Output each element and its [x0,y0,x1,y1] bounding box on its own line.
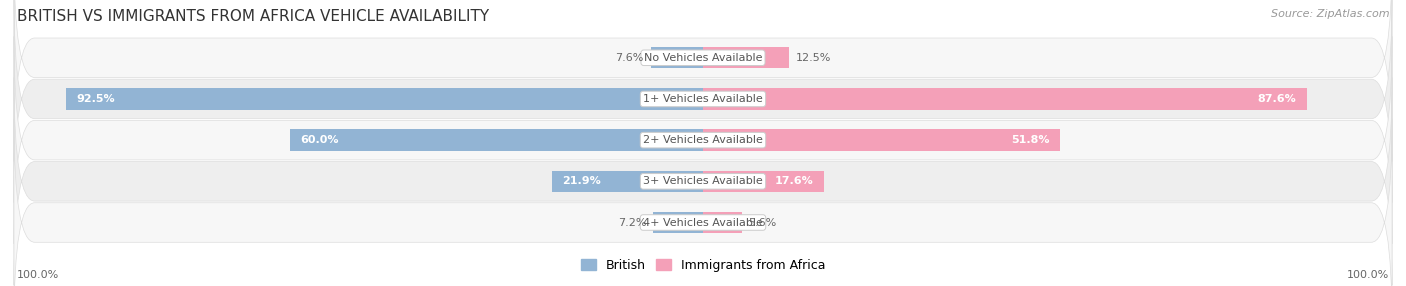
Legend: British, Immigrants from Africa: British, Immigrants from Africa [575,254,831,277]
FancyBboxPatch shape [14,78,1392,285]
Text: BRITISH VS IMMIGRANTS FROM AFRICA VEHICLE AVAILABILITY: BRITISH VS IMMIGRANTS FROM AFRICA VEHICL… [17,9,489,23]
Text: 100.0%: 100.0% [17,270,59,280]
Text: 4+ Vehicles Available: 4+ Vehicles Available [643,218,763,227]
Text: 1+ Vehicles Available: 1+ Vehicles Available [643,94,763,104]
Text: Source: ZipAtlas.com: Source: ZipAtlas.com [1271,9,1389,19]
Text: 21.9%: 21.9% [562,176,602,186]
Bar [703,212,741,233]
FancyBboxPatch shape [14,36,1392,244]
Bar [654,212,703,233]
Bar [703,171,824,192]
Bar [703,47,789,68]
Text: 100.0%: 100.0% [1347,270,1389,280]
Bar [66,88,703,110]
Bar [703,88,1306,110]
Text: 17.6%: 17.6% [775,176,814,186]
Text: 7.6%: 7.6% [616,53,644,63]
Text: 60.0%: 60.0% [299,135,339,145]
Text: 92.5%: 92.5% [76,94,115,104]
Bar [651,47,703,68]
Bar [703,130,1060,151]
FancyBboxPatch shape [14,0,1392,203]
Text: No Vehicles Available: No Vehicles Available [644,53,762,63]
Text: 7.2%: 7.2% [619,218,647,227]
Bar [290,130,703,151]
Text: 3+ Vehicles Available: 3+ Vehicles Available [643,176,763,186]
Text: 51.8%: 51.8% [1011,135,1049,145]
FancyBboxPatch shape [14,119,1392,286]
Bar [553,171,703,192]
Text: 2+ Vehicles Available: 2+ Vehicles Available [643,135,763,145]
Text: 5.6%: 5.6% [748,218,776,227]
Text: 87.6%: 87.6% [1257,94,1296,104]
FancyBboxPatch shape [14,0,1392,162]
Text: 12.5%: 12.5% [796,53,831,63]
